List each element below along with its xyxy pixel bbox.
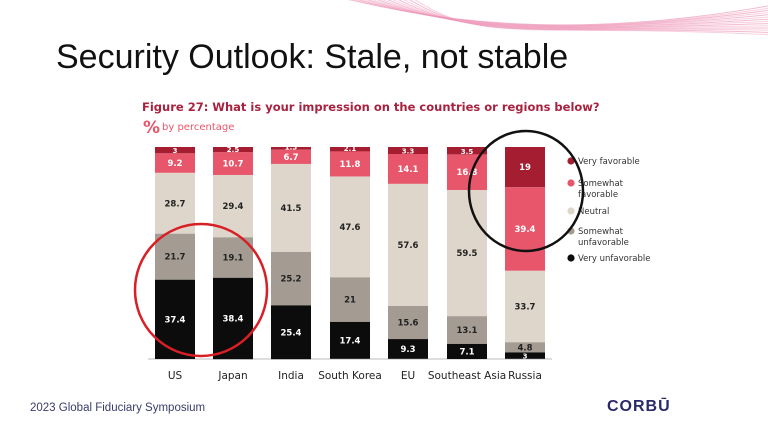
- bar-segment: [388, 153, 428, 184]
- x-tick-label: Russia: [508, 370, 542, 382]
- data-label: 21.7: [165, 253, 186, 263]
- bar-segment: [447, 343, 487, 359]
- legend-label: Somewhat favorable: [578, 179, 624, 200]
- data-label: 21: [344, 296, 356, 306]
- x-tick-label: US: [168, 370, 183, 382]
- bar-segment: [155, 233, 195, 280]
- data-label: 57.6: [398, 241, 419, 251]
- data-label: 28.7: [165, 199, 186, 209]
- figure-title: Figure 27: What is your impression on th…: [142, 100, 600, 114]
- bar-segment: [213, 152, 253, 175]
- bar-segment: [388, 306, 428, 340]
- data-label: 25.2: [281, 275, 302, 285]
- legend-label: Neutral: [578, 207, 609, 217]
- wave-line: [414, 0, 768, 36]
- data-label: 3.3: [402, 147, 415, 155]
- legend-label: Very favorable: [578, 157, 640, 167]
- footer-event-name: 2023 Global Fiduciary Symposium: [30, 402, 206, 414]
- data-label: 37.4: [165, 315, 186, 325]
- bar-segment: [505, 147, 545, 188]
- data-label: 39.4: [515, 225, 536, 235]
- bar-segment: [213, 277, 253, 360]
- x-tick-label: Japan: [217, 370, 247, 382]
- data-label: 13.1: [457, 326, 478, 336]
- data-label: 3: [523, 352, 528, 360]
- data-label: 38.4: [223, 315, 244, 325]
- data-label: 2.5: [227, 146, 240, 154]
- corbu-logo: CORBŪ: [607, 398, 671, 415]
- bar-segment: [447, 147, 487, 155]
- data-label: 6.7: [283, 153, 298, 163]
- highlight-circle-black: [467, 129, 585, 253]
- bar-segment: [271, 305, 311, 360]
- bar-segment: [505, 270, 545, 343]
- bar-segment: [330, 176, 370, 278]
- legend-swatch: [567, 157, 575, 165]
- legend-label: Somewhat unfavorable: [578, 227, 629, 248]
- data-label: 2.1: [344, 145, 357, 153]
- bar-segment: [271, 251, 311, 306]
- bar-segment: [388, 147, 428, 154]
- bar-segment: [447, 190, 487, 317]
- bar-segment: [330, 147, 370, 152]
- highlight-circle-red: [133, 222, 269, 358]
- bar-segment: [447, 316, 487, 344]
- data-label: 11.8: [340, 160, 361, 170]
- bar-segment: [271, 149, 311, 164]
- x-tick-label: South Korea: [318, 370, 382, 382]
- data-label: 41.5: [281, 204, 302, 214]
- legend-label: Very unfavorable: [578, 254, 651, 264]
- bar-segment: [271, 147, 311, 150]
- data-label: 17.4: [340, 336, 361, 346]
- bar-segment: [505, 342, 545, 353]
- data-label: 15.6: [398, 319, 419, 329]
- data-label: 25.4: [281, 328, 302, 338]
- data-label: 9.2: [167, 159, 182, 169]
- bar-segment: [330, 321, 370, 359]
- data-label: 3.5: [461, 148, 474, 156]
- unit-label: by percentage: [162, 122, 235, 133]
- bar-segment: [155, 153, 195, 173]
- bar-segment: [505, 352, 545, 359]
- data-label: 7.1: [459, 347, 474, 357]
- percent-icon: %: [143, 118, 161, 138]
- data-label: 4.8: [517, 343, 532, 353]
- bar-segment: [213, 147, 253, 153]
- data-label: 9.3: [400, 345, 415, 355]
- legend-swatch: [567, 207, 575, 215]
- data-label: 19.1: [223, 254, 244, 264]
- bar-segment: [155, 279, 195, 359]
- bar-segment: [447, 154, 487, 191]
- data-label: 19: [519, 163, 531, 173]
- data-label: 59.5: [457, 249, 478, 259]
- bar-segment: [330, 151, 370, 177]
- bar-segment: [388, 183, 428, 306]
- bar-segment: [271, 163, 311, 252]
- data-label: 3: [173, 147, 178, 155]
- bar-segment: [155, 172, 195, 234]
- data-label: 29.4: [223, 202, 244, 212]
- data-label: 14.1: [398, 165, 419, 175]
- legend-swatch: [567, 179, 575, 187]
- data-label: 47.6: [340, 223, 361, 233]
- slide-title: Security Outlook: Stale, not stable: [56, 38, 569, 76]
- bar-segment: [330, 277, 370, 322]
- bar-segment: [505, 187, 545, 271]
- data-label: 10.7: [223, 160, 244, 170]
- x-tick-label: Southeast Asia: [428, 370, 506, 382]
- data-label: 1.3: [285, 143, 298, 151]
- bar-segment: [213, 237, 253, 278]
- bar-segment: [155, 147, 195, 154]
- x-tick-label: India: [278, 370, 304, 382]
- data-label: 16.8: [457, 168, 478, 178]
- x-tick-label: EU: [401, 370, 415, 382]
- bar-segment: [388, 339, 428, 359]
- data-label: 33.7: [515, 303, 536, 313]
- legend-swatch: [567, 254, 575, 262]
